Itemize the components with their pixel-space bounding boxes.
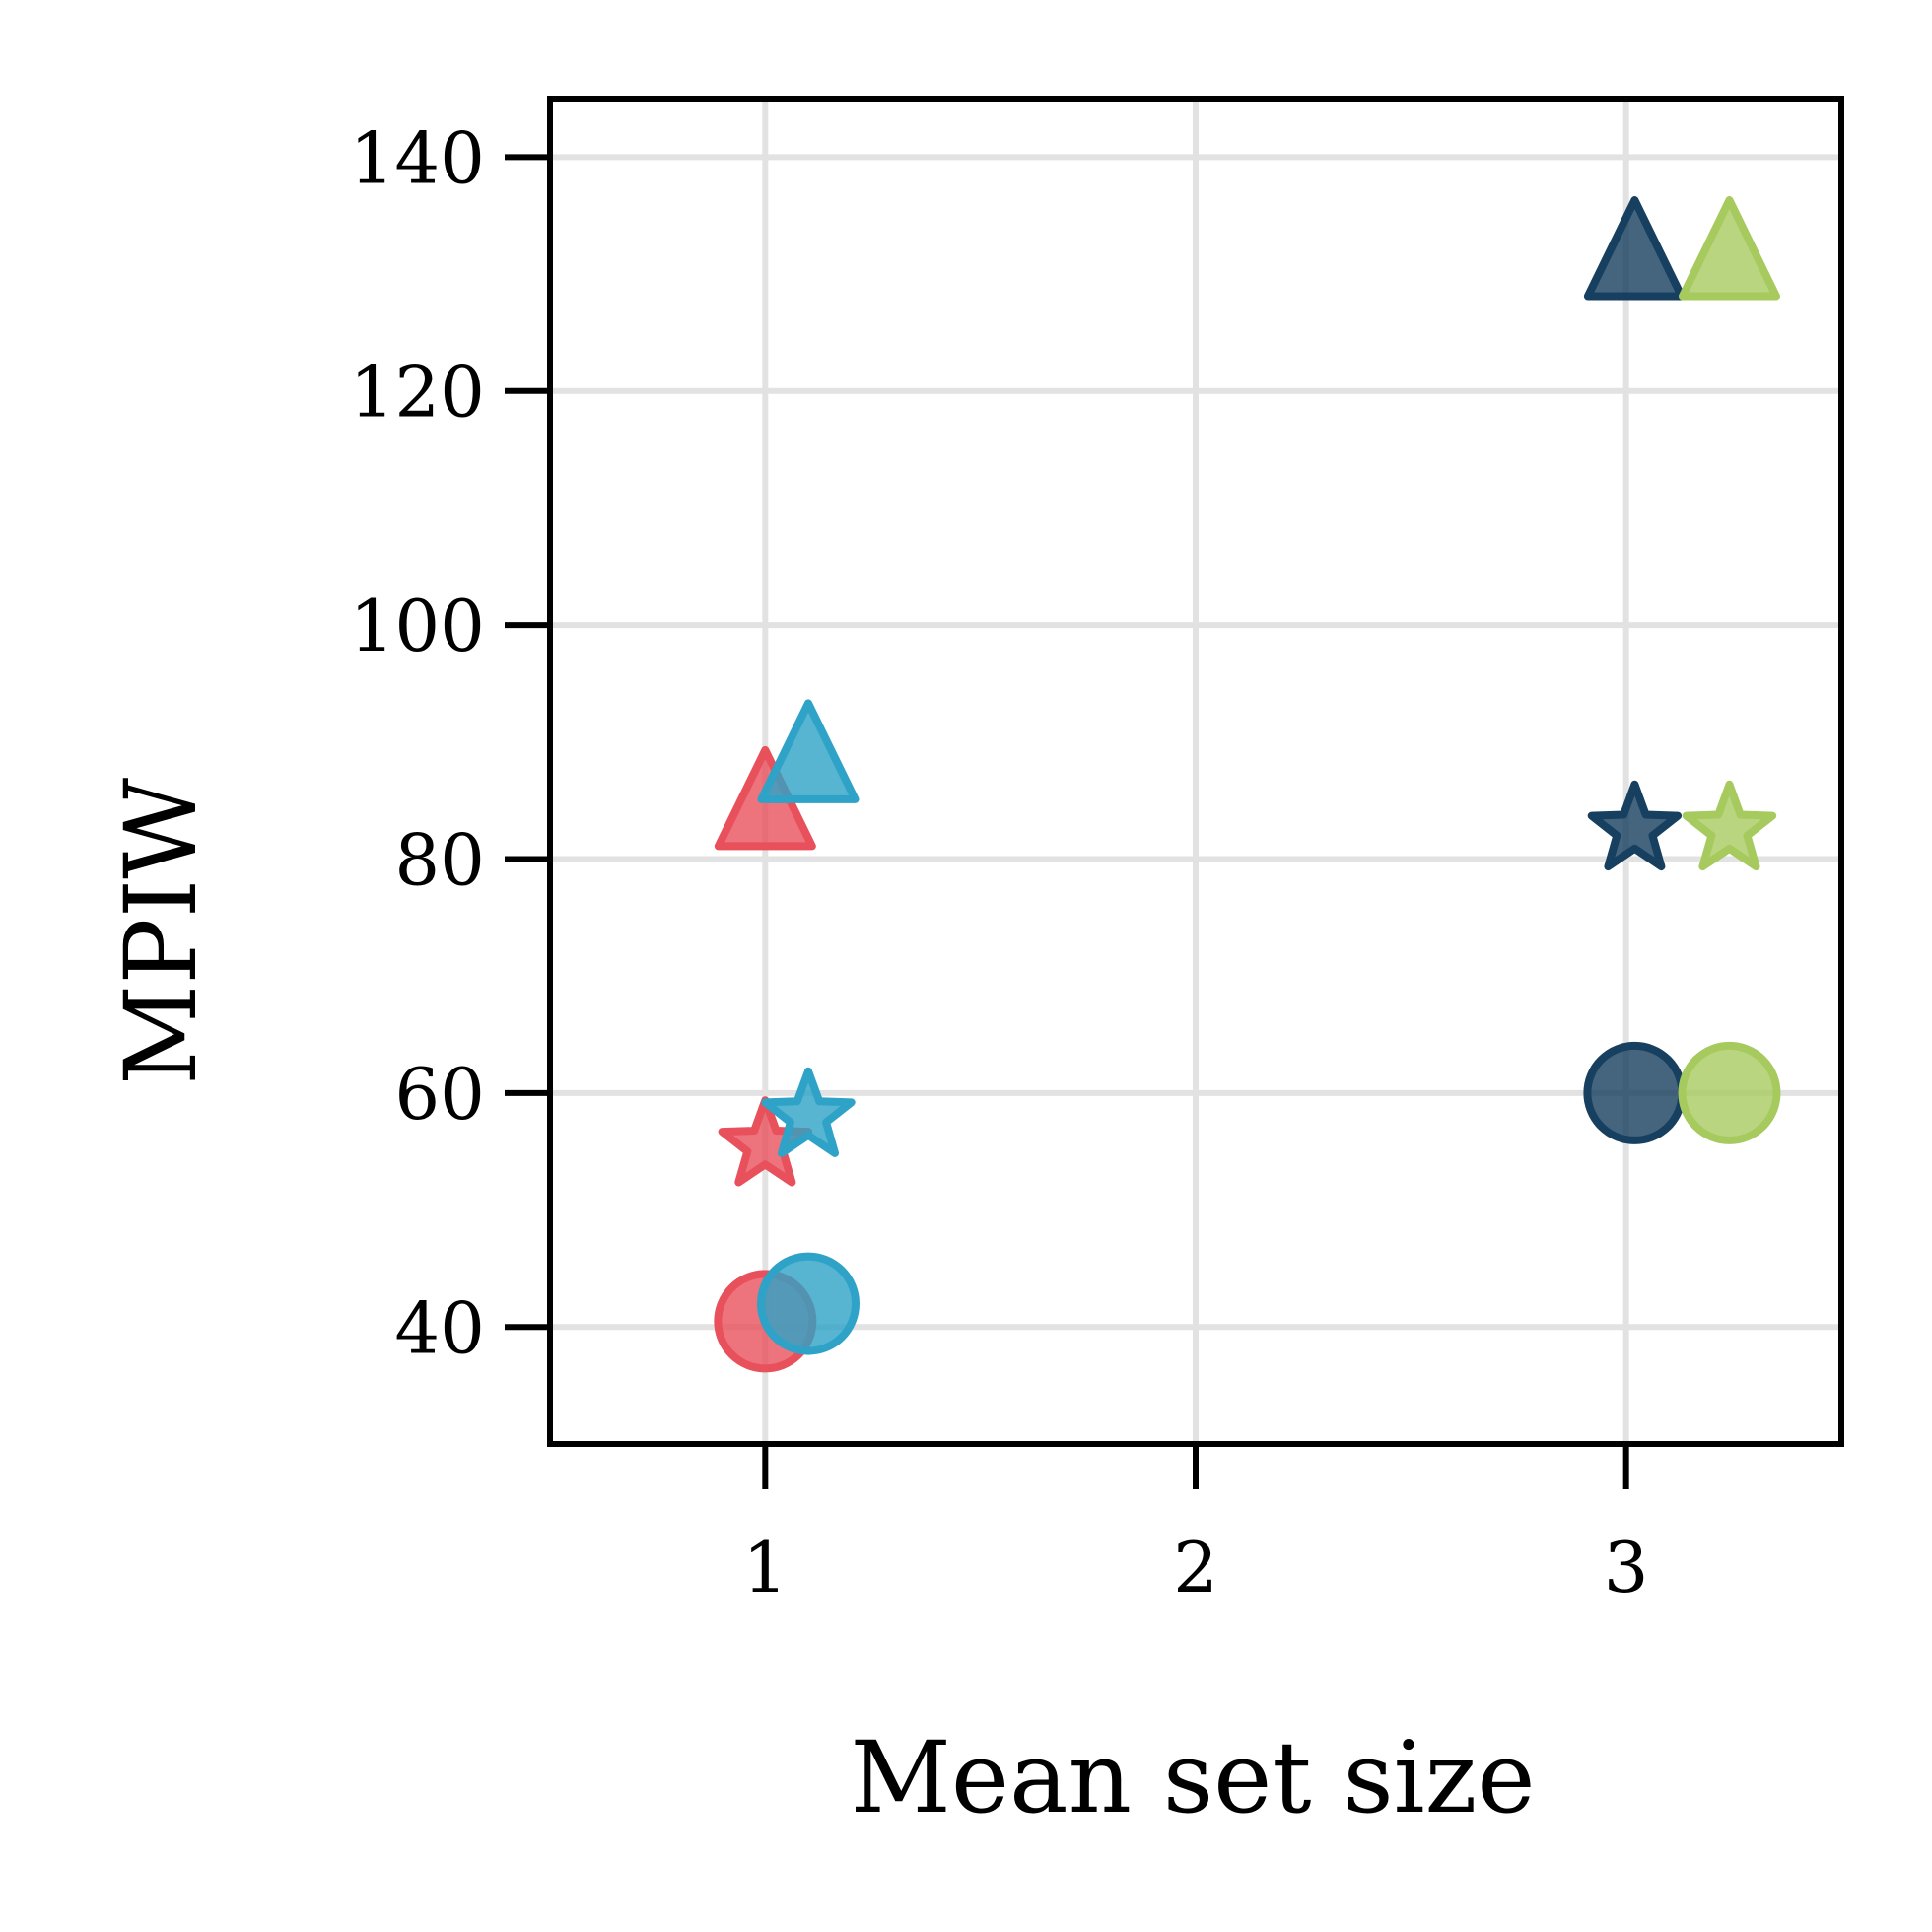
- series-3-star-point: [1587, 780, 1683, 871]
- series-2-circle-point: [757, 1252, 860, 1355]
- series-4-star-point: [1682, 780, 1777, 871]
- series-4-circle-point: [1678, 1041, 1781, 1144]
- x-axis-label: Mean set size: [850, 1720, 1535, 1835]
- y-tick-label: 100: [350, 585, 485, 667]
- series-3-triangle-point: [1583, 196, 1686, 301]
- series-3-circle-point: [1583, 1041, 1687, 1144]
- y-tick-label: 120: [350, 351, 485, 434]
- series-2-triangle-point: [757, 699, 860, 803]
- series-2-star-point: [761, 1067, 856, 1157]
- y-tick-label: 140: [350, 116, 485, 199]
- y-axis-ticks: 40 60 80 100 120 140: [350, 116, 550, 1369]
- y-tick-label: 80: [394, 819, 485, 902]
- y-axis-label: MPIW: [104, 778, 219, 1085]
- x-tick-label: 2: [1173, 1526, 1218, 1609]
- y-tick-label: 40: [394, 1286, 485, 1369]
- x-tick-label: 1: [742, 1526, 788, 1609]
- x-tick-label: 3: [1604, 1526, 1649, 1609]
- series-4-triangle-point: [1678, 196, 1780, 301]
- x-axis-ticks: 1 2 3: [742, 1444, 1649, 1609]
- y-tick-label: 60: [394, 1053, 485, 1136]
- grid-lines: [550, 99, 1841, 1444]
- data-points: [714, 196, 1781, 1373]
